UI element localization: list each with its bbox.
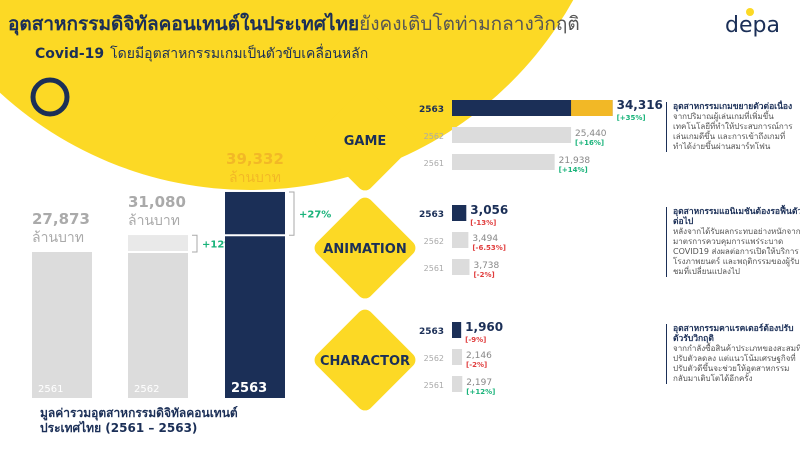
- note-text: จากกำลังซื้อสินค้าประเภทของสะสมที่ปรับตั…: [673, 344, 800, 383]
- logo-dot: [746, 8, 754, 16]
- note: อุตสาหกรรมแอนิเมชันต้องรอฟื้นตัวต่อไป หลั…: [666, 207, 800, 277]
- caption-line: มูลค่ารวมอุตสาหกรรมดิจิทัลคอนเทนต์: [40, 406, 238, 420]
- bg-circle: [0, 0, 574, 190]
- total-unit: ล้านบาท: [128, 213, 180, 229]
- seg-bar: [452, 205, 467, 221]
- total-bar: [32, 252, 92, 398]
- segment-name: GAME: [344, 134, 387, 149]
- segment-name: CHARACTOR: [320, 354, 410, 369]
- seg-value: 3,738: [473, 261, 499, 271]
- seg-value: 2,197: [466, 378, 492, 388]
- growth-label: +27%: [299, 210, 331, 221]
- note-title: อุตสาหกรรมคาแรคเตอร์ต้องปรับตัวรับวิกฤติ: [673, 324, 794, 344]
- caption: มูลค่ารวมอุตสาหกรรมดิจิทัลคอนเทนต์ ประเทศ…: [40, 406, 238, 436]
- seg-year: 2561: [424, 264, 444, 273]
- seg-year: 2562: [424, 237, 444, 246]
- seg-bar-increase: [571, 100, 613, 116]
- seg-value: 25,440: [575, 129, 607, 139]
- seg-year: 2561: [424, 159, 444, 168]
- seg-value: 34,316: [617, 98, 663, 112]
- seg-change: [-13%]: [470, 219, 496, 227]
- note: อุตสาหกรรมคาแรคเตอร์ต้องปรับตัวรับวิกฤติ…: [666, 324, 800, 384]
- total-unit: ล้านบาท: [32, 230, 84, 246]
- year-label: 2562: [134, 384, 159, 395]
- seg-value: 21,938: [559, 156, 591, 166]
- seg-bar: [452, 154, 555, 170]
- logo: depa: [725, 13, 780, 38]
- diamond: [314, 309, 416, 411]
- caption-line: ประเทศไทย (2561 – 2563): [40, 421, 198, 435]
- seg-year: 2562: [424, 354, 444, 363]
- title: อุตสาหกรรมดิจิทัลคอนเทนต์ในประเทศไทยยังค…: [8, 12, 580, 36]
- seg-change: [-6.53%]: [472, 244, 506, 252]
- seg-value: 3,494: [472, 234, 498, 244]
- seg-value: 2,146: [466, 351, 492, 361]
- total-value: 27,873: [32, 210, 90, 228]
- seg-change: [+16%]: [575, 139, 604, 147]
- segment-name: ANIMATION: [323, 242, 406, 257]
- seg-year: 2561: [424, 381, 444, 390]
- seg-change: [-2%]: [473, 271, 494, 279]
- total-bar: [128, 235, 188, 398]
- diamond: [314, 197, 416, 299]
- note-text: จากปริมาณผู้เล่นเกมที่เพิ่มขึ้น เทคโนโลย…: [673, 112, 793, 151]
- growth-bracket: [289, 191, 295, 236]
- seg-year: 2563: [419, 210, 444, 220]
- total-value: 39,332: [226, 150, 284, 168]
- year-label: 2563: [231, 381, 267, 396]
- seg-value: 3,056: [470, 203, 508, 217]
- seg-bar: [452, 322, 462, 338]
- seg-bar: [452, 232, 469, 248]
- seg-year: 2563: [419, 105, 444, 115]
- total-bar: [225, 191, 285, 398]
- seg-change: [-2%]: [466, 361, 487, 369]
- seg-change: [+14%]: [559, 166, 588, 174]
- seg-bar: [452, 376, 463, 392]
- growth-label: +12%: [202, 240, 234, 251]
- year-label: 2561: [38, 384, 63, 395]
- growth-bracket: [192, 234, 198, 253]
- seg-value: 1,960: [465, 320, 503, 334]
- ring: [30, 77, 70, 117]
- subtitle-bold: Covid-19: [35, 46, 104, 62]
- title-main: อุตสาหกรรมดิจิทัลคอนเทนต์ในประเทศไทย: [8, 12, 359, 36]
- seg-change: [-9%]: [465, 336, 486, 344]
- note: อุตสาหกรรมเกมขยายตัวต่อเนื่อง จากปริมาณผู…: [666, 102, 800, 152]
- seg-change: [+12%]: [466, 388, 495, 396]
- title-rest: ยังคงเติบโตท่ามกลางวิกฤติ: [359, 12, 580, 35]
- subtitle-rest: โดยมีอุตสาหกรรมเกมเป็นตัวขับเคลื่อนหลัก: [110, 44, 368, 62]
- note-title: อุตสาหกรรมแอนิเมชันต้องรอฟื้นตัวต่อไป: [673, 207, 800, 227]
- total-bar-increase: [128, 235, 188, 252]
- total-unit: ล้านบาท: [229, 170, 281, 186]
- seg-bar: [452, 127, 572, 143]
- seg-bar: [452, 349, 463, 365]
- note-title: อุตสาหกรรมเกมขยายตัวต่อเนื่อง: [673, 102, 793, 112]
- seg-year: 2562: [424, 132, 444, 141]
- seg-change: [+35%]: [617, 114, 646, 122]
- diamond: [314, 89, 416, 191]
- seg-bar: [452, 259, 470, 275]
- subtitle: Covid-19 โดยมีอุตสาหกรรมเกมเป็นตัวขับเคลื…: [35, 44, 368, 62]
- note-text: หลังจากได้รับผลกระทบอย่างหนักจากมาตรการค…: [673, 227, 800, 276]
- seg-year: 2563: [419, 327, 444, 337]
- total-value: 31,080: [128, 193, 186, 211]
